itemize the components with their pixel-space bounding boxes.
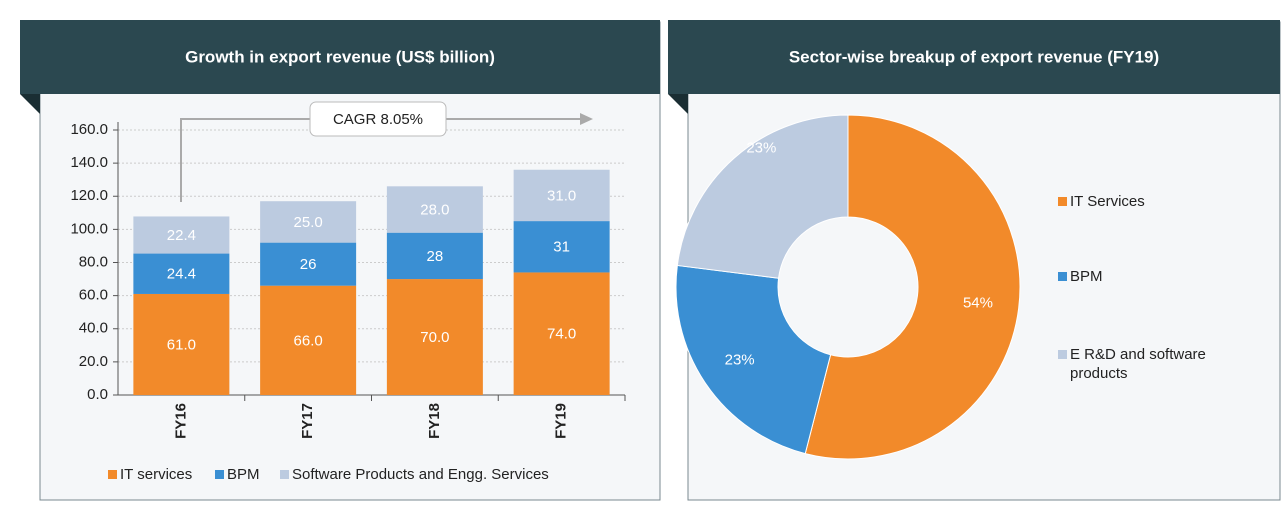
bar-segment	[386, 279, 483, 395]
legend-swatch	[1058, 272, 1067, 281]
annotation: CAGR 8.05%	[333, 111, 423, 128]
legend-item: Software Products and Engg. Services	[280, 465, 549, 484]
bar-segment	[513, 169, 610, 222]
data-label: 74.0	[547, 326, 576, 343]
bar-segment	[513, 272, 610, 395]
legend-label: Software Products and Engg. Services	[292, 466, 549, 483]
data-label: 28	[427, 248, 444, 265]
legend-swatch	[1058, 197, 1067, 206]
chart-title: Sector-wise breakup of export revenue (F…	[789, 47, 1159, 66]
y-tick-label: 0.0	[87, 386, 108, 403]
legend-item: IT services	[108, 465, 192, 484]
header	[20, 20, 660, 94]
bar-segment	[260, 242, 357, 286]
data-label: 54%	[963, 294, 993, 311]
data-label: 66.0	[294, 332, 323, 349]
data-label: 23%	[725, 352, 755, 369]
annotation-box	[309, 101, 447, 137]
y-tick-label: 120.0	[70, 187, 108, 204]
bar-segment	[133, 293, 230, 395]
data-label: 28.0	[420, 201, 449, 218]
legend-swatch	[215, 470, 224, 479]
data-label: 25.0	[294, 214, 323, 231]
donut-chart: 54% 23% 23%	[675, 114, 1021, 460]
bar-segment	[513, 221, 610, 273]
donut-slice	[675, 264, 832, 455]
bar-segment	[133, 253, 230, 294]
bar-segment	[260, 285, 357, 395]
arrow-head	[580, 113, 593, 125]
bar-chart: 0.0 20.0 40.0 60.0 80.0 100.0 120.0 140.0 160.0 F…	[70, 121, 626, 439]
legend-swatch	[280, 470, 289, 479]
data-label: 31.0	[547, 187, 576, 204]
header	[668, 20, 1280, 94]
legend-label: BPM	[227, 466, 260, 483]
header-fold	[20, 94, 40, 114]
legend-item: E R&D and software products	[1058, 345, 1248, 383]
data-label: 23%	[746, 140, 776, 157]
y-tick-label: 160.0	[70, 121, 108, 138]
y-tick-label: 100.0	[70, 220, 108, 237]
bar-segment	[386, 232, 483, 280]
donut-slice	[804, 114, 1021, 460]
legend-item: BPM	[1058, 267, 1248, 286]
legend-item: IT Services	[1058, 192, 1248, 211]
data-label: 31	[553, 239, 570, 256]
legend-swatch	[108, 470, 117, 479]
y-tick-label: 60.0	[79, 287, 108, 304]
y-tick-label: 40.0	[79, 320, 108, 337]
y-tick-label: 20.0	[79, 353, 108, 370]
data-label: 22.4	[167, 227, 196, 244]
bar-segment	[260, 201, 357, 243]
x-tick-label: FY19	[553, 403, 570, 439]
header-fold	[668, 94, 688, 114]
x-tick-label: FY16	[172, 403, 189, 439]
legend-label: IT services	[120, 466, 193, 483]
bar-segment	[386, 186, 483, 233]
data-label: 70.0	[420, 329, 449, 346]
bar-segment	[133, 216, 230, 254]
cagr-arrow	[180, 118, 585, 202]
x-tick-label: FY18	[426, 403, 443, 439]
legend-label: BPM	[1070, 268, 1103, 285]
legend-label: E R&D and software products	[1070, 346, 1206, 382]
chart-title: Growth in export revenue (US$ billion)	[185, 47, 495, 66]
y-tick-label: 140.0	[70, 154, 108, 171]
x-tick-label: FY17	[299, 403, 316, 439]
y-tick-label: 80.0	[79, 253, 108, 270]
data-label: 24.4	[167, 266, 196, 283]
donut-slice	[676, 114, 849, 279]
data-label: 26	[300, 256, 317, 273]
legend-label: IT Services	[1070, 193, 1145, 210]
legend-item: BPM	[215, 465, 260, 484]
legend-swatch	[1058, 350, 1067, 359]
data-label: 61.0	[167, 336, 196, 353]
